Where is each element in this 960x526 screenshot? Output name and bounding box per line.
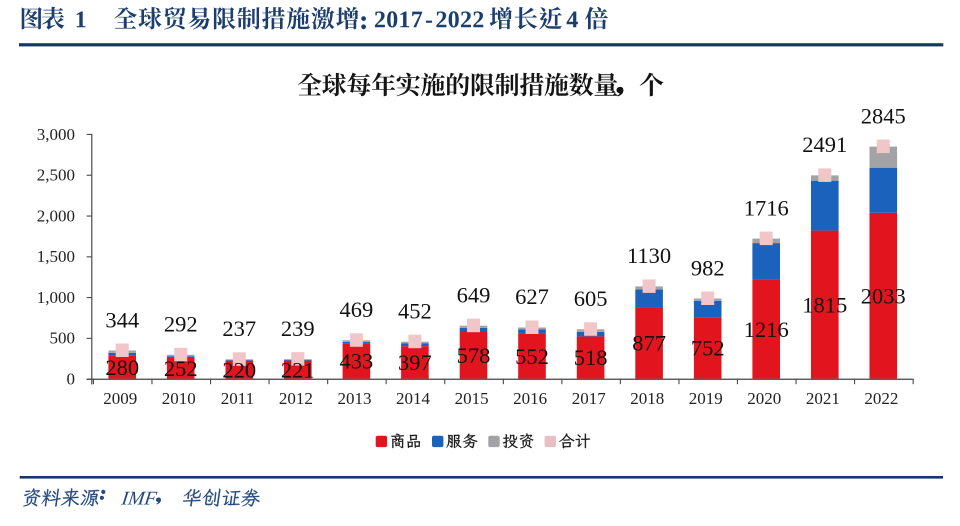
svg-text:2033: 2033	[861, 284, 906, 309]
svg-text:982: 982	[691, 255, 725, 280]
svg-text:252: 252	[164, 356, 198, 381]
svg-text:2014: 2014	[396, 389, 431, 408]
svg-text:0: 0	[67, 370, 76, 389]
svg-text:518: 518	[574, 345, 608, 370]
svg-text:877: 877	[632, 331, 666, 356]
svg-text:220: 220	[222, 357, 256, 382]
svg-text:3,000: 3,000	[37, 125, 75, 144]
svg-text:2,500: 2,500	[37, 166, 75, 185]
svg-text:2845: 2845	[861, 103, 906, 128]
svg-text:1,500: 1,500	[37, 247, 75, 266]
svg-text:1216: 1216	[744, 317, 789, 342]
svg-text:1130: 1130	[627, 243, 671, 268]
svg-text:1815: 1815	[802, 292, 847, 317]
svg-text:2491: 2491	[802, 132, 847, 157]
svg-text:2016: 2016	[513, 389, 547, 408]
svg-text:452: 452	[398, 299, 432, 324]
svg-text:237: 237	[222, 316, 256, 341]
svg-text:2013: 2013	[338, 389, 372, 408]
svg-text:2017: 2017	[572, 389, 607, 408]
svg-text:1,000: 1,000	[37, 288, 75, 307]
svg-text:2022: 2022	[864, 389, 898, 408]
svg-text:469: 469	[340, 297, 374, 322]
svg-text:649: 649	[457, 282, 491, 307]
svg-text:2018: 2018	[630, 389, 664, 408]
svg-text:344: 344	[105, 307, 139, 332]
svg-text:2009: 2009	[103, 389, 137, 408]
svg-text:2019: 2019	[689, 389, 723, 408]
svg-text:2021: 2021	[806, 389, 840, 408]
svg-text:2010: 2010	[162, 389, 196, 408]
svg-text:2015: 2015	[455, 389, 489, 408]
svg-text:1716: 1716	[744, 195, 789, 220]
svg-text:239: 239	[281, 316, 315, 341]
svg-text:221: 221	[281, 357, 315, 382]
svg-text:292: 292	[164, 312, 198, 337]
svg-text:578: 578	[457, 343, 491, 368]
svg-text:627: 627	[515, 284, 549, 309]
svg-text:752: 752	[691, 336, 725, 361]
svg-text:500: 500	[50, 329, 76, 348]
svg-text:2012: 2012	[279, 389, 313, 408]
svg-text:397: 397	[398, 350, 432, 375]
svg-text:552: 552	[515, 344, 549, 369]
svg-text:605: 605	[574, 286, 608, 311]
svg-text:433: 433	[340, 349, 374, 374]
svg-text:280: 280	[105, 355, 139, 380]
svg-text:2,000: 2,000	[37, 206, 75, 225]
svg-text:2020: 2020	[747, 389, 781, 408]
svg-text:2011: 2011	[221, 389, 254, 408]
